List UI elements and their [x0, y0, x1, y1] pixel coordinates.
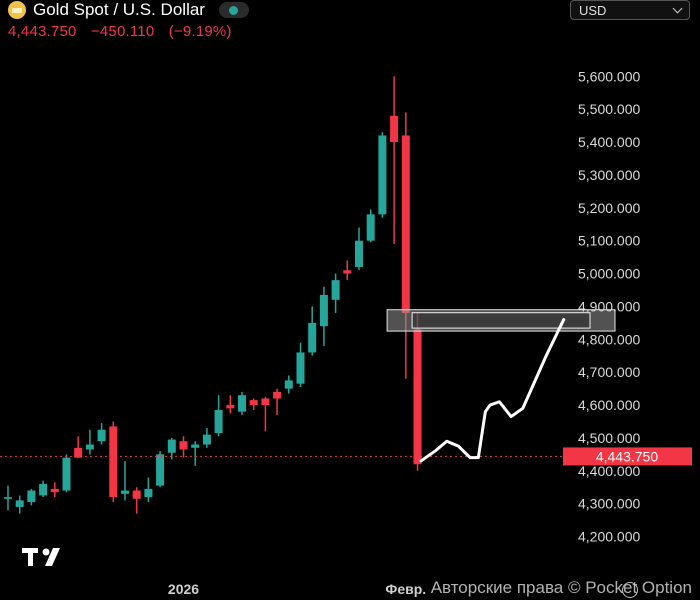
price-change-percent: (−9.19%)	[168, 23, 232, 40]
candle-body	[366, 214, 375, 241]
candle-body	[179, 441, 188, 450]
candle-body	[413, 329, 422, 465]
candle-body	[261, 398, 270, 406]
candle-body	[401, 135, 410, 314]
hand-drawn-projection[interactable]	[419, 318, 566, 463]
y-tick-label: 4,900.000	[578, 298, 640, 314]
candle-body	[319, 294, 328, 327]
y-tick-label: 5,300.000	[578, 167, 640, 183]
symbol-header: Gold Spot / U.S. Dollar 4,443.750 −450.1…	[8, 0, 249, 44]
candle-body	[191, 444, 200, 448]
candle-body	[144, 488, 153, 498]
candle-body	[296, 352, 305, 384]
y-tick-label: 5,400.000	[578, 134, 640, 150]
chevron-down-icon	[672, 3, 683, 13]
y-tick-label: 5,200.000	[578, 200, 640, 216]
candle-body	[273, 391, 282, 399]
y-tick-label: 5,100.000	[578, 233, 640, 249]
y-tick-label: 4,600.000	[578, 397, 640, 413]
candle-body	[249, 400, 258, 406]
candle-body	[343, 270, 352, 274]
candle-body	[331, 280, 340, 300]
copyright-watermark: Авторские права © Pocket Option	[430, 578, 692, 597]
gold-bar-icon	[8, 1, 26, 19]
candle-body	[27, 490, 36, 503]
last-price: 4,443.750	[8, 23, 77, 40]
candle-body	[109, 426, 118, 498]
y-tick-label: 4,800.000	[578, 331, 640, 347]
x-tick-label: 2026	[168, 581, 199, 597]
currency-selector[interactable]: USD	[570, 0, 690, 20]
candle-body	[156, 454, 165, 486]
candle-body	[390, 115, 399, 143]
candle-body	[214, 409, 223, 434]
y-tick-label: 4,700.000	[578, 364, 640, 380]
last-price-tag-label: 4,443.750	[596, 448, 658, 464]
candle-body	[202, 434, 211, 445]
currency-label: USD	[579, 2, 607, 18]
candle-body	[15, 500, 24, 507]
candle-body	[4, 497, 12, 499]
pocket-option-logo-icon	[622, 582, 638, 598]
quote-row: 4,443.750 −450.110 (−9.19%)	[8, 23, 249, 40]
y-tick-label: 4,400.000	[578, 463, 640, 479]
candles	[4, 76, 422, 514]
last-price-tag	[563, 447, 692, 466]
y-tick-label: 4,300.000	[578, 496, 640, 512]
x-tick-label: Февр.	[385, 581, 426, 597]
symbol-title: Gold Spot / U.S. Dollar	[33, 0, 205, 19]
market-status-badge[interactable]	[218, 2, 249, 18]
resistance-zone-inner	[411, 312, 591, 329]
tradingview-logo-icon	[22, 548, 60, 566]
candle-body	[226, 405, 235, 409]
candle-body	[167, 439, 176, 453]
candle-body	[284, 380, 293, 389]
resistance-zone[interactable]	[386, 309, 616, 332]
price-axis: 4,200.000 4,300.000 4,400.000 4,500.000 4,60…	[168, 68, 692, 597]
y-tick-label: 4,200.000	[578, 529, 640, 545]
y-tick-label: 5,600.000	[578, 68, 640, 84]
candle-body	[238, 395, 246, 412]
y-tick-label: 4,500.000	[578, 430, 640, 446]
candle-body	[132, 490, 141, 499]
y-tick-label: 5,000.000	[578, 266, 640, 282]
candle-body	[50, 488, 59, 493]
market-open-dot-icon	[229, 5, 239, 15]
candle-body	[85, 444, 94, 450]
candle-body	[62, 457, 71, 491]
candle-body	[121, 490, 129, 494]
candle-body	[308, 322, 317, 353]
candle-body	[39, 483, 48, 496]
candle-body	[355, 240, 363, 267]
price-change: −450.110	[90, 23, 155, 40]
annotation-layer	[0, 309, 616, 463]
candle-body	[378, 135, 387, 215]
candle-body	[97, 429, 106, 442]
y-tick-label: 5,500.000	[578, 101, 640, 117]
candle-body	[74, 447, 83, 458]
